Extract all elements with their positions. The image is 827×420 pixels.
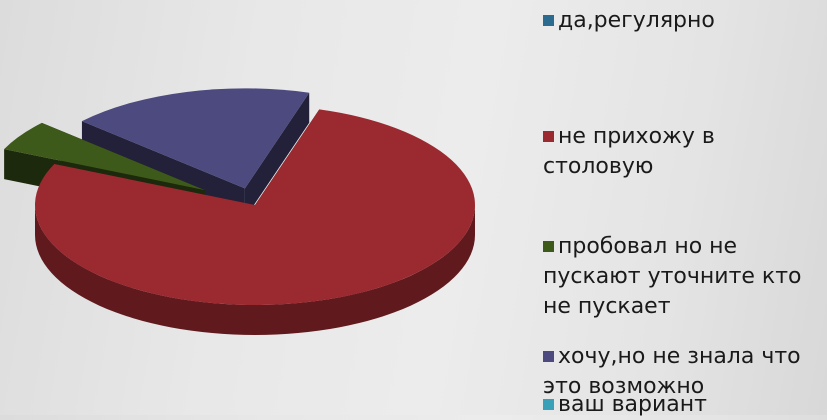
legend-label-2: пробовал но не пускают уточните кто не п… xyxy=(543,234,802,319)
legend-swatch-4 xyxy=(543,399,554,410)
legend-item-0: да,регулярно xyxy=(543,6,821,36)
legend-item-3: хочу,но не знала что это возможно xyxy=(543,342,821,402)
legend-label-0: да,регулярно xyxy=(558,8,715,33)
legend-label-3: хочу,но не знала что это возможно xyxy=(543,344,801,399)
legend-item-1: не прихожу в столовую xyxy=(543,122,821,182)
legend-swatch-0 xyxy=(543,15,554,26)
pie-slice-1 xyxy=(35,109,476,335)
legend-label-1: не прихожу в столовую xyxy=(543,124,715,179)
legend-label-4: ваш вариант xyxy=(558,392,707,417)
legend-swatch-1 xyxy=(543,131,554,142)
legend-swatch-3 xyxy=(543,351,554,362)
legend-item-4: ваш вариант xyxy=(543,390,821,420)
legend-swatch-2 xyxy=(543,241,554,252)
legend: да,регулярно не прихожу в столовую пробо… xyxy=(543,6,823,417)
legend-item-2: пробовал но не пускают уточните кто не п… xyxy=(543,232,821,322)
